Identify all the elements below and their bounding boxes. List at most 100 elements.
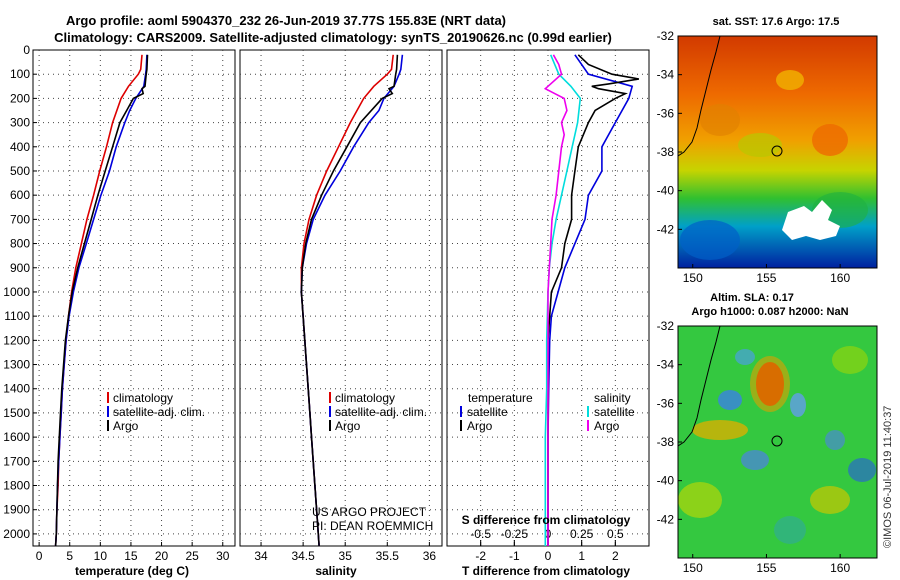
map-y-tick-label: -32 (657, 319, 675, 333)
y-tick-label: 1300 (3, 358, 30, 372)
map-y-tick-label: -34 (657, 358, 675, 372)
series-climatology (300, 54, 394, 547)
temperature-x-axis: 0 5 10 15 20 25 30 (36, 542, 230, 563)
map-y-tick-label: -32 (657, 29, 675, 43)
map-y-tick-label: -34 (657, 68, 675, 82)
legend-t-satellite-label: satellite (467, 405, 508, 419)
y-tick-label: 400 (10, 140, 30, 154)
sla-map-ticks: 150 155 160 -32 -34 -36 -38 -40 -42 (657, 319, 851, 575)
legend-satellite-label: satellite-adj. clim. (113, 405, 205, 419)
y-tick-label: 300 (10, 116, 30, 130)
series-climatology (54, 54, 143, 547)
sla-map-image (678, 326, 877, 558)
y-tick-label: 100 (10, 67, 30, 81)
series-argo (300, 54, 399, 547)
y-tick-label: 900 (10, 261, 30, 275)
map-y-tick-label: -40 (657, 184, 675, 198)
sla-map-subtitle: Argo h1000: 0.087 h2000: NaN (691, 306, 848, 318)
sla-map-title: Altim. SLA: 0.17 (710, 292, 794, 304)
legend-climatology-label: climatology (113, 391, 173, 405)
map-x-tick-label: 160 (830, 271, 850, 285)
pi-credit: PI: DEAN ROEMMICH (312, 519, 433, 533)
x-tick-label: 0 (545, 549, 552, 563)
s-difference-x-axis: -0.5 -0.25 0 0.25 0.5 (470, 527, 624, 546)
map-y-tick-label: -36 (657, 396, 675, 410)
t-difference-x-axis: -2 -1 0 1 2 (475, 542, 619, 563)
map-y-tick-label: -38 (657, 435, 675, 449)
y-tick-label: 1500 (3, 406, 30, 420)
grid-layer (33, 50, 649, 546)
legend-argo-label: Argo (335, 419, 361, 433)
map-x-tick-label: 150 (683, 271, 703, 285)
map-y-tick-label: -40 (657, 474, 675, 488)
x-tick-label: 34 (254, 549, 268, 563)
map-y-tick-label: -42 (657, 222, 675, 236)
series-argo (54, 54, 149, 547)
sst-float-marker (771, 145, 783, 157)
map-x-tick-label: 160 (830, 561, 850, 575)
sla-float-marker (771, 435, 783, 447)
legend-t-argo-label: Argo (467, 419, 493, 433)
y-tick-label: 1800 (3, 479, 30, 493)
s-tick-label: 0.25 (570, 527, 594, 541)
s-tick-label: -0.5 (470, 527, 491, 541)
s-difference-axis-label: S difference from climatology (462, 513, 631, 527)
figure-title: Argo profile: aoml 5904370_232 26-Jun-20… (66, 13, 506, 28)
sst-map-ticks: 150 155 160 -32 -34 -36 -38 -40 -42 (657, 29, 851, 285)
depth-axis: 0 100 200 300 400 500 600 700 800 900 1000 1100 1200… (3, 43, 37, 541)
map-x-tick-label: 150 (683, 561, 703, 575)
x-tick-label: 15 (124, 549, 138, 563)
x-tick-label: 20 (155, 549, 169, 563)
legend-salinity-title: salinity (594, 391, 631, 405)
x-tick-label: 30 (216, 549, 230, 563)
salinity-axis-label: salinity (315, 564, 357, 578)
sst-map-title: sat. SST: 17.6 Argo: 17.5 (713, 16, 840, 28)
series-salinity-satellite (544, 54, 582, 546)
sst-coastline (678, 36, 721, 157)
legend-temperature-title: temperature (468, 391, 533, 405)
x-tick-label: 10 (94, 549, 108, 563)
y-tick-label: 700 (10, 212, 30, 226)
sla-coastline (678, 326, 721, 447)
salinity-legend: climatology satellite-adj. clim. Argo (329, 391, 427, 433)
y-tick-label: 800 (10, 237, 30, 251)
legend-argo-label: Argo (113, 419, 139, 433)
x-tick-label: -2 (475, 549, 486, 563)
map-y-tick-label: -38 (657, 145, 675, 159)
legend-s-argo-label: Argo (594, 419, 620, 433)
y-tick-label: 0 (23, 43, 30, 57)
s-tick-label: -0.25 (501, 527, 529, 541)
y-tick-label: 200 (10, 91, 30, 105)
y-tick-label: 1600 (3, 430, 30, 444)
x-tick-label: 35.5 (376, 549, 400, 563)
imos-credit: ©IMOS 06-Jul-2019 11:40:37 (882, 406, 894, 548)
map-x-tick-label: 155 (756, 271, 776, 285)
legend-s-satellite-label: satellite (594, 405, 635, 419)
y-tick-label: 2000 (3, 527, 30, 541)
series-temperature-satellite (547, 54, 634, 546)
x-tick-label: 1 (578, 549, 585, 563)
temperature-legend: climatology satellite-adj. clim. Argo (107, 391, 205, 433)
map-y-tick-label: -36 (657, 106, 675, 120)
y-tick-label: 1400 (3, 382, 30, 396)
map-x-tick-label: 155 (756, 561, 776, 575)
x-tick-label: 25 (185, 549, 199, 563)
series-layer (54, 54, 640, 547)
s-tick-label: 0.5 (607, 527, 624, 541)
figure-subtitle: Climatology: CARS2009. Satellite-adjuste… (54, 30, 612, 45)
sst-map-image (678, 36, 877, 268)
difference-temperature-legend: temperature satellite Argo (460, 391, 533, 433)
missing-data-patch (782, 200, 840, 240)
y-tick-label: 600 (10, 188, 30, 202)
t-difference-axis-label: T difference from climatology (462, 564, 630, 578)
temperature-panel-frame (32, 49, 236, 547)
x-tick-label: 2 (612, 549, 619, 563)
y-tick-label: 1900 (3, 503, 30, 517)
x-tick-label: -1 (509, 549, 520, 563)
legend-satellite-label: satellite-adj. clim. (335, 405, 427, 419)
x-tick-label: 35 (339, 549, 353, 563)
project-credit: US ARGO PROJECT (312, 505, 427, 519)
x-tick-label: 5 (66, 549, 73, 563)
difference-salinity-legend: salinity satellite Argo (587, 391, 635, 433)
x-tick-label: 0 (36, 549, 43, 563)
